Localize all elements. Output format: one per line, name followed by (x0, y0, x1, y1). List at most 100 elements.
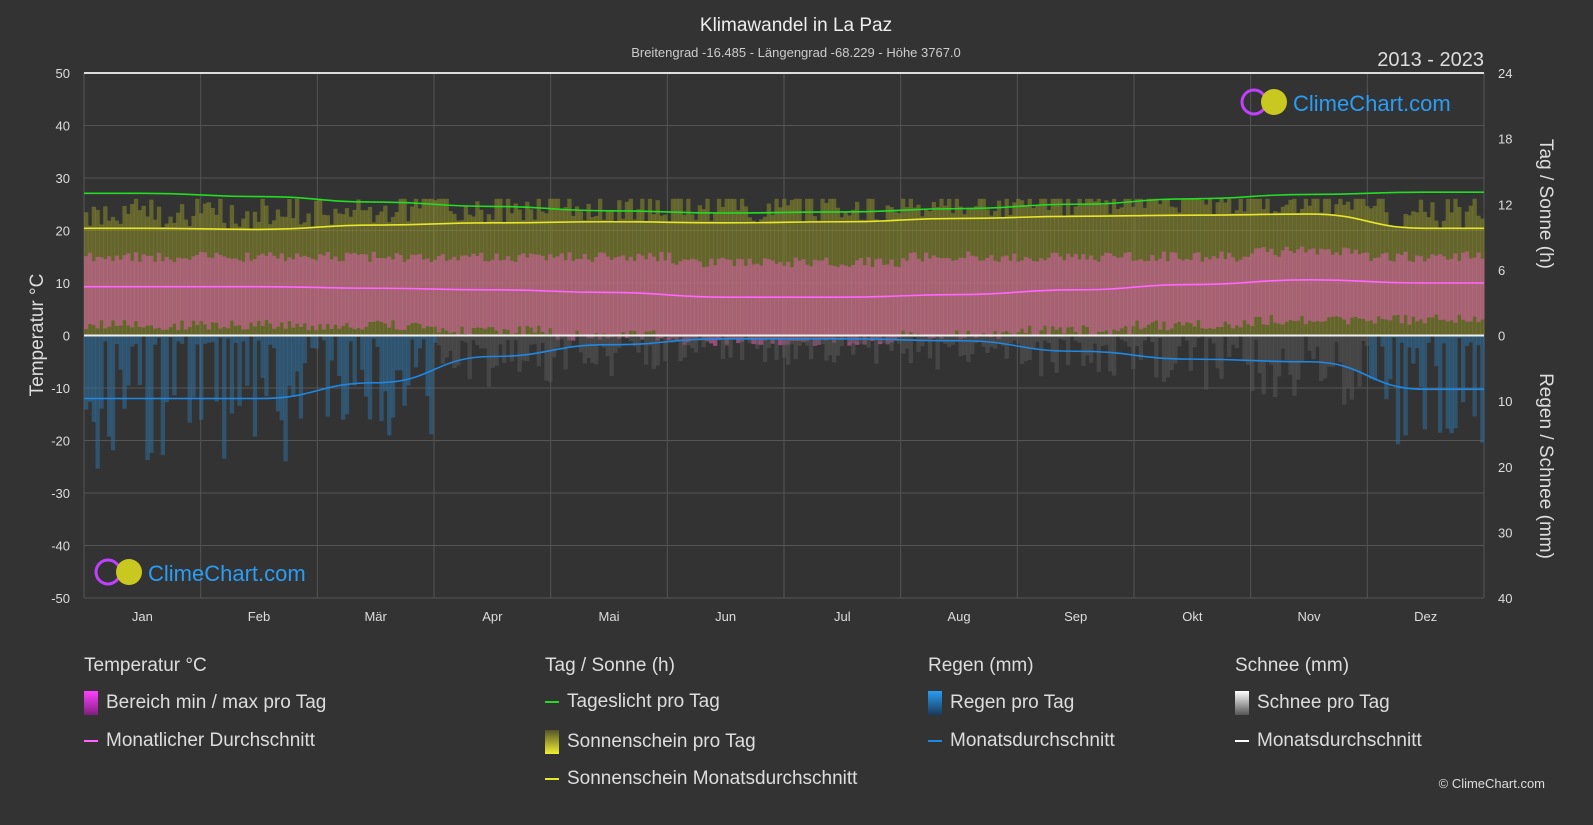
rain-day-bar (1380, 335, 1385, 347)
temp-range-day-bar (429, 261, 434, 327)
temp-range-day-bar (1192, 253, 1197, 327)
temp-range-day-bar (494, 253, 499, 331)
temp-range-day-bar (1200, 261, 1205, 329)
temp-range-day-bar (985, 258, 990, 336)
logo-sun-icon (1261, 89, 1287, 115)
temp-range-day-bar (1480, 258, 1485, 320)
temp-range-day-bar (943, 258, 948, 335)
temp-range-day-bar (398, 255, 403, 331)
rain-day-bar (824, 335, 829, 361)
temp-range-day-bar (881, 264, 887, 337)
temp-range-day-bar (889, 259, 894, 343)
rain-day-bar (1104, 335, 1109, 345)
temp-range-day-bar (981, 260, 986, 334)
rain-day-bar (130, 335, 135, 347)
temp-range-day-bar (993, 260, 998, 332)
temp-range-day-bar (1273, 255, 1278, 323)
rain-day-bar (544, 335, 549, 381)
temp-range-day-bar (728, 259, 733, 340)
temp-range-day-bar (920, 261, 925, 337)
rain-day-bar (199, 335, 204, 420)
logo-bottom: ClimeChart.com (94, 558, 306, 586)
rain-day-bar (187, 335, 192, 423)
rain-day-bar (122, 335, 127, 409)
rain-day-bar (490, 335, 495, 368)
temp-range-day-bar (678, 261, 683, 338)
temp-range-day-bar (716, 258, 722, 341)
temp-range-day-bar (1234, 261, 1240, 326)
rain-day-bar (743, 335, 749, 340)
rain-day-bar (287, 335, 292, 386)
rain-day-bar (110, 335, 116, 451)
rain-day-bar (252, 335, 258, 437)
rain-day-bar (360, 335, 365, 370)
temp-range-day-bar (268, 252, 273, 324)
rain-day-bar (1173, 335, 1178, 364)
temp-range-day-bar (421, 259, 426, 329)
rain-day-bar (1426, 335, 1431, 343)
temp-range-day-bar (540, 255, 545, 332)
temp-range-day-bar (498, 260, 503, 335)
temp-range-day-bar (122, 255, 127, 321)
month-label: Mär (364, 609, 387, 624)
temp-range-day-bar (352, 252, 357, 330)
rain-day-bar (344, 335, 350, 415)
temp-range-day-bar (1054, 252, 1059, 330)
rain-day-bar (206, 335, 212, 343)
temp-range-day-bar (996, 261, 1002, 340)
rain-day-bar (225, 335, 231, 339)
rain-day-bar (1042, 335, 1048, 341)
temp-range-day-bar (1008, 260, 1013, 334)
rain-day-bar (1418, 335, 1424, 387)
rain-day-bar (755, 335, 760, 349)
rain-day-bar (1207, 335, 1213, 339)
temp-range-day-bar (475, 255, 480, 328)
temp-range-day-bar (1422, 261, 1427, 324)
temp-range-day-bar (1246, 256, 1251, 325)
temp-range-day-bar (356, 254, 361, 329)
rain-day-bar (436, 335, 442, 346)
legend-label: Bereich min / max pro Tag (106, 692, 327, 713)
rain-day-bar (310, 335, 315, 349)
right-top-tick-label: 12 (1498, 197, 1512, 212)
rain-day-bar (693, 335, 699, 353)
temp-range-day-bar (843, 265, 848, 337)
temp-range-day-bar (87, 252, 93, 325)
rain-day-bar (1422, 335, 1427, 430)
temp-range-day-bar (252, 259, 258, 327)
rain-day-bar (1276, 335, 1282, 377)
rain-day-bar (390, 335, 396, 418)
temp-range-day-bar (970, 255, 975, 336)
legend-temp-title: Temperatur °C (84, 655, 207, 676)
temp-range-day-bar (1280, 250, 1286, 325)
temp-range-day-bar (877, 258, 883, 345)
rain-day-bar (1031, 335, 1036, 349)
temp-range-day-bar (801, 259, 806, 342)
temp-range-day-bar (525, 257, 530, 326)
temp-range-day-bar (237, 260, 242, 326)
rain-day-bar (517, 335, 522, 372)
temp-range-day-bar (195, 255, 200, 326)
rain-day-bar (1215, 335, 1220, 369)
rain-day-bar (99, 335, 104, 409)
rain-day-bar (1434, 335, 1439, 367)
temp-range-day-bar (348, 253, 353, 328)
rain-day-bar (421, 335, 426, 340)
temp-range-day-bar (118, 259, 123, 326)
rain-day-bar (513, 335, 518, 341)
rain-day-bar (939, 335, 944, 342)
rain-day-bar (256, 335, 261, 341)
rain-day-bar (540, 335, 545, 343)
rain-day-bar (298, 335, 304, 419)
temp-avg-line (84, 279, 1484, 298)
temp-range-day-bar (1388, 260, 1393, 321)
temp-range-day-bar (1257, 248, 1263, 317)
temp-range-day-bar (1077, 259, 1082, 335)
temp-range-day-bar (1119, 257, 1124, 329)
rain-day-bar (337, 335, 342, 376)
temp-range-day-bar (1215, 258, 1220, 327)
rain-day-bar (440, 335, 446, 364)
temp-range-day-bar (874, 259, 879, 340)
rain-day-bar (1288, 335, 1293, 375)
left-tick-label: -30 (51, 486, 70, 501)
